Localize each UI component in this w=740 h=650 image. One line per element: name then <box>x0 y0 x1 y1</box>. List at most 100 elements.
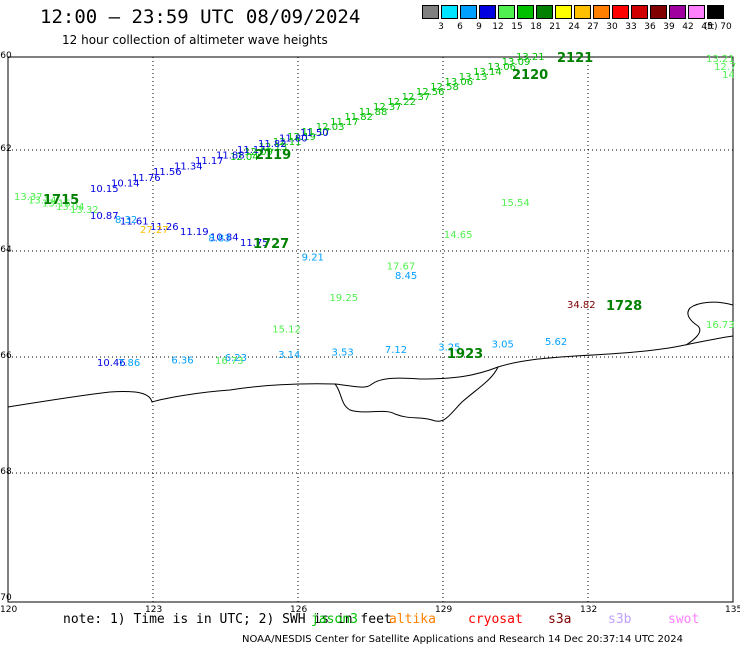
footnote: note: 1) Time is in UTC; 2) SWH is in fe… <box>63 612 392 627</box>
wave-height-label: 3.14 <box>278 350 300 361</box>
wave-height-label: 13.32 <box>70 205 99 216</box>
colorbar-label: 9 <box>476 22 482 32</box>
wave-height-label: 13.21 <box>516 52 545 63</box>
wave-height-label: 12.58 <box>430 82 459 93</box>
x-tick-label: 129 <box>435 605 453 615</box>
wave-height-label: 10.15 <box>90 184 119 195</box>
colorbar-swatch <box>441 5 458 19</box>
colorbar-swatch <box>574 5 591 19</box>
y-tick-label: -64 <box>0 245 12 255</box>
wave-height-label: 12.22 <box>387 97 416 108</box>
wave-height-label: 11.19 <box>180 227 209 238</box>
pass-id-label: 2121 <box>557 51 593 66</box>
wave-height-label: 12.19 <box>287 132 316 143</box>
colorbar-swatch <box>707 5 724 19</box>
wave-height-label: 13.14 <box>473 67 502 78</box>
wave-height-label: 5.62 <box>545 337 567 348</box>
wave-height-label: 12.7 <box>714 62 736 73</box>
coastline-bay <box>334 366 499 422</box>
wave-height-label: 12.56 <box>416 87 445 98</box>
wave-height-label: 13.06 <box>487 62 516 73</box>
colorbar-swatch <box>612 5 629 19</box>
pass-id-label: 1728 <box>606 299 642 314</box>
colorbar-swatch <box>536 5 553 19</box>
wave-height-label: 11.17 <box>237 145 266 156</box>
plot-frame <box>7 56 734 603</box>
wave-height-label: 10.46 <box>97 358 126 369</box>
y-tick-label: -68 <box>0 467 12 477</box>
y-tick-label: -70 <box>0 593 12 603</box>
wave-height-label: 13.37 <box>14 192 43 203</box>
colorbar-label: 3 <box>438 22 444 32</box>
wave-height-label: 12.13 <box>259 142 288 153</box>
wave-height-label: 3.25 <box>438 342 460 353</box>
colorbar-label: 15 <box>511 22 523 32</box>
credit-line: NOAA/NESDIS Center for Satellite Applica… <box>242 634 684 645</box>
wave-height-label: 11.80 <box>279 134 308 145</box>
wave-height-label: 11.50 <box>300 128 329 139</box>
pass-id-label: 2120 <box>512 68 548 83</box>
y-tick-label: -60 <box>0 51 12 61</box>
wave-height-label: 16.73 <box>215 356 244 367</box>
satellite-legend-cryosat: cryosat <box>468 612 523 627</box>
colorbar-swatch <box>593 5 610 19</box>
wave-height-label: 15.12 <box>272 324 301 335</box>
wave-height-label: 13.21 <box>706 54 735 65</box>
wave-height-label: 11.26 <box>150 222 179 233</box>
satellite-legend-altika: altika <box>389 612 436 627</box>
page-title: 12:00 — 23:59 UTC 08/09/2024 <box>40 6 361 28</box>
wave-height-label: 11.56 <box>153 167 182 178</box>
wave-height-label: 11.88 <box>359 107 388 118</box>
wave-height-label: 15.54 <box>501 198 530 209</box>
wave-height-label: 8.32 <box>115 215 137 226</box>
wave-height-label: 9.21 <box>302 252 324 263</box>
wave-height-label: 11.88 <box>216 150 245 161</box>
wave-height-label: 10.84 <box>210 233 239 244</box>
colorbar-swatch <box>517 5 534 19</box>
wave-height-label: 14 <box>722 70 735 81</box>
wave-height-label: 11.17 <box>330 117 359 128</box>
colorbar-label: 70 <box>720 22 732 32</box>
colorbar-swatch <box>688 5 705 19</box>
y-tick-label: -62 <box>0 144 12 154</box>
x-tick-label: 135 <box>725 605 740 615</box>
x-tick-label: 126 <box>290 605 308 615</box>
wave-height-label: 7.12 <box>385 345 407 356</box>
wave-height-label: 10.14 <box>111 178 140 189</box>
wave-height-label: 13.09 <box>502 57 531 68</box>
wave-height-label: 11.82 <box>258 139 287 150</box>
colorbar-swatch <box>631 5 648 19</box>
wave-height-label: 13.06 <box>445 77 474 88</box>
wave-height-label: 13.13 <box>459 72 488 83</box>
colorbar-label: 30 <box>606 22 618 32</box>
pass-id-label: 1727 <box>253 237 289 252</box>
colorbar-label: 21 <box>549 22 561 32</box>
colorbar-unit: (ft) <box>704 22 718 32</box>
colorbar-label: 39 <box>663 22 675 32</box>
pass-id-label: 1923 <box>447 347 483 362</box>
colorbar-swatch <box>460 5 477 19</box>
wave-height-label: 11.34 <box>174 162 203 173</box>
wave-height-label: 19.25 <box>329 293 358 304</box>
wave-height-label: 11.76 <box>132 173 161 184</box>
colorbar-label: 24 <box>568 22 580 32</box>
wave-height-label: 12.11 <box>273 137 302 148</box>
wave-height-label: 6.23 <box>225 353 247 364</box>
wave-height-label: 10.87 <box>90 211 119 222</box>
satellite-legend-swot: swot <box>668 612 700 627</box>
colorbar-label: 18 <box>530 22 542 32</box>
x-tick-label: 120 <box>0 605 18 615</box>
wave-height-label: 12.04 <box>230 152 259 163</box>
wave-height-label: 8.45 <box>395 271 417 282</box>
page-subtitle: 12 hour collection of altimeter wave hei… <box>62 33 328 47</box>
wave-height-label: 6.36 <box>171 355 193 366</box>
wave-height-label: 12.37 <box>373 102 402 113</box>
satellite-legend-jason3: jason3 <box>311 612 358 627</box>
wave-height-label: 13.16 <box>42 199 71 210</box>
colorbar-label: 6 <box>457 22 463 32</box>
pass-id-label: 2119 <box>255 148 291 163</box>
satellite-legend-s3b: s3b <box>608 612 632 627</box>
wave-height-label: 12.09 <box>244 147 273 158</box>
